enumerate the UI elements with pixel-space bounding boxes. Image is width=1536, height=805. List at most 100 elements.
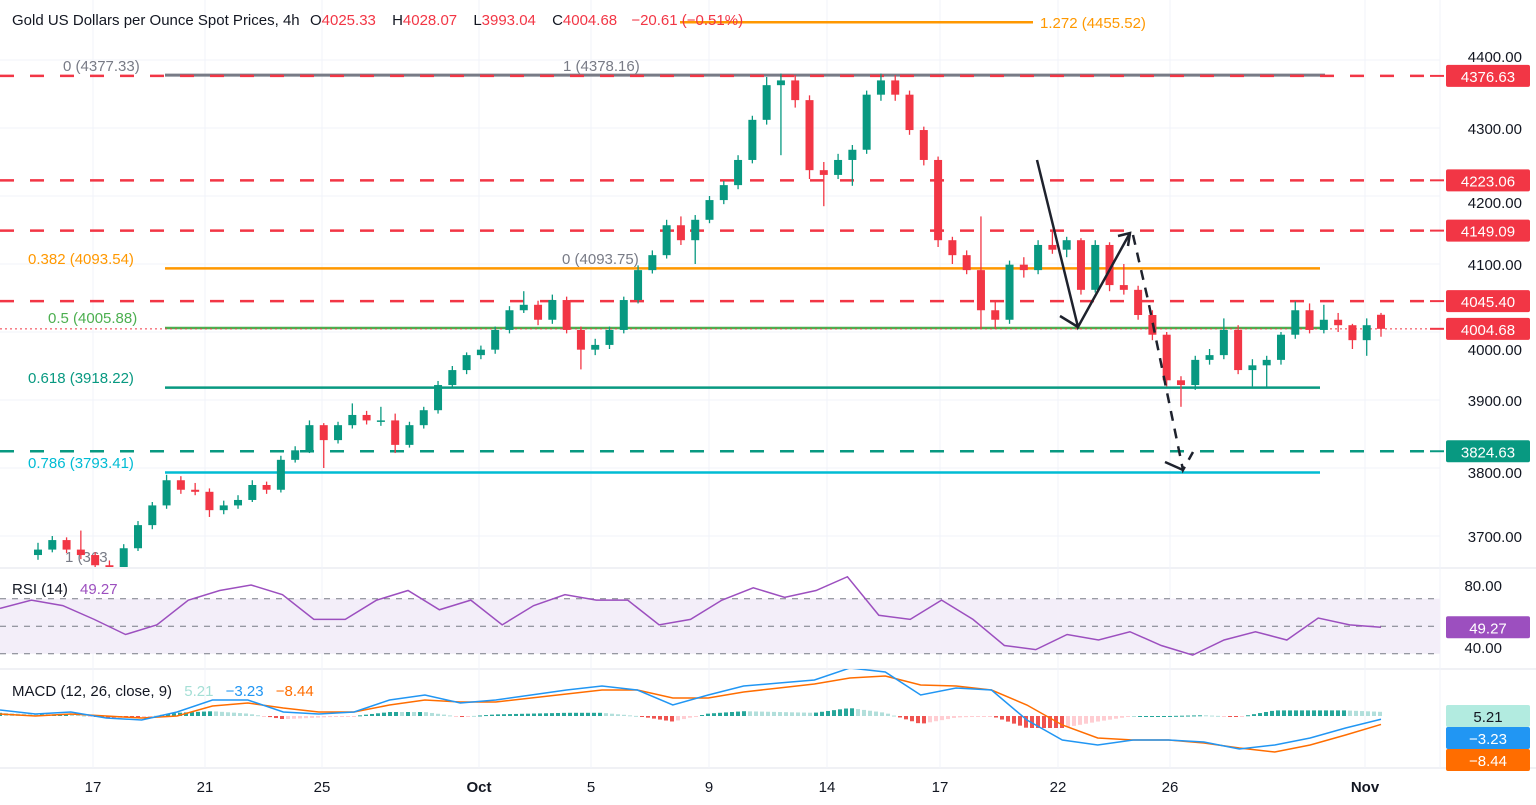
macd-histogram-bar <box>328 716 332 718</box>
candle <box>576 326 585 370</box>
macd-histogram-bar <box>676 716 680 721</box>
macd-histogram-bar <box>310 716 314 718</box>
candle-body <box>405 425 414 445</box>
macd-histogram-bar <box>388 712 392 716</box>
candle <box>348 403 357 429</box>
macd-histogram-bar <box>1210 715 1214 717</box>
macd-histogram-bar <box>646 716 650 718</box>
candle <box>148 502 157 530</box>
macd-histogram-bar <box>844 708 848 716</box>
candle <box>362 410 371 425</box>
macd-histogram-bar <box>1138 716 1142 717</box>
macd-histogram-bar <box>226 712 230 716</box>
macd-histogram-bar <box>454 716 458 717</box>
candle <box>991 301 1000 329</box>
candle <box>491 326 500 354</box>
macd-histogram-bar <box>1282 710 1286 716</box>
price-badge-label: 4149.09 <box>1461 224 1515 241</box>
rsi-line <box>0 575 1382 656</box>
macd-histogram-bar <box>796 712 800 716</box>
candle-body <box>419 410 428 426</box>
macd-histogram-bar <box>394 712 398 716</box>
candle <box>1076 238 1085 295</box>
price-badge-label: 4004.68 <box>1461 322 1515 339</box>
candle <box>1276 332 1285 365</box>
candle <box>1105 242 1114 292</box>
macd-histogram-bar <box>1204 715 1208 717</box>
candle-body <box>119 548 128 567</box>
candle <box>762 77 771 125</box>
candle-body <box>1091 244 1100 290</box>
candle-body <box>1019 264 1028 271</box>
macd-histogram-bar <box>610 713 614 716</box>
candle-body <box>991 310 1000 320</box>
price-badge: 3824.63 <box>1430 440 1530 463</box>
change-value: −20.61 (−0.51%) <box>631 12 744 29</box>
macd-histogram-bar <box>1018 716 1022 726</box>
macd-histogram-bar <box>964 716 968 718</box>
rsi-value: 49.27 <box>80 581 118 598</box>
candle-body <box>962 255 971 271</box>
macd-histogram-bar <box>544 713 548 716</box>
macd-histogram-bar <box>1186 715 1190 717</box>
candle-body <box>334 425 343 441</box>
macd-histogram-bar <box>1180 715 1184 717</box>
macd-histogram-bar <box>1096 716 1100 722</box>
macd-histogram-bar <box>598 712 602 716</box>
macd-histogram-bar <box>664 716 668 721</box>
candle-body <box>662 225 671 256</box>
macd-histogram-bar <box>658 716 662 720</box>
macd-histogram-bar <box>1036 716 1040 728</box>
macd-histogram-bar <box>436 713 440 716</box>
macd-legend[interactable]: MACD (12, 26, close, 9) 5.21 −3.23 −8.44 <box>12 683 322 700</box>
candle <box>905 90 914 135</box>
macd-histogram-bar <box>1126 716 1130 717</box>
candle <box>1362 318 1371 356</box>
macd-histogram-bar <box>502 714 506 716</box>
macd-histogram-bar <box>748 711 752 716</box>
candle-body <box>176 480 185 490</box>
candle <box>748 115 757 164</box>
macd-histogram-bar <box>640 716 644 717</box>
macd-histogram-bar <box>682 716 686 720</box>
x-tick-label: 17 <box>932 779 949 796</box>
candle-body <box>1134 289 1143 315</box>
macd-histogram-bar <box>220 711 224 716</box>
macd-histogram-bar <box>1264 711 1268 716</box>
candle-body <box>391 420 400 445</box>
candle <box>676 216 685 245</box>
candle <box>791 74 800 108</box>
macd-histogram-bar <box>700 715 704 717</box>
candle <box>34 542 42 560</box>
candle-body <box>734 159 743 186</box>
macd-histogram-bar <box>1006 716 1010 722</box>
macd-histogram-bar <box>712 713 716 716</box>
macd-histogram-bar <box>382 712 386 716</box>
price-badge-bg <box>1446 64 1530 87</box>
candle-body <box>1062 240 1071 250</box>
rsi-badge-label: 49.27 <box>1469 620 1507 637</box>
price-tick-label: 4200.00 <box>1468 195 1522 212</box>
macd-histogram-bar <box>1306 710 1310 716</box>
macd-histogram-bar <box>1216 715 1220 717</box>
macd-histogram-bar <box>424 712 428 716</box>
macd-histogram-bar <box>754 711 758 716</box>
candle-body <box>276 459 285 490</box>
macd-histogram-bar <box>778 712 782 716</box>
macd-histogram-bar <box>946 716 950 720</box>
candle <box>434 380 443 414</box>
candle-body <box>1048 244 1057 250</box>
candle <box>605 326 614 349</box>
candle-body <box>62 540 71 550</box>
macd-histogram-bar <box>1174 715 1178 717</box>
candle-body <box>1005 264 1014 320</box>
price-tick-label: 3800.00 <box>1468 465 1522 482</box>
rsi-legend[interactable]: RSI (14) 49.27 <box>12 581 126 598</box>
macd-histogram-bar <box>274 716 278 719</box>
candle-body <box>834 159 843 175</box>
candle-body <box>948 240 957 256</box>
candle <box>862 90 871 154</box>
macd-histogram-bar <box>790 712 794 716</box>
macd-histogram-bar <box>1270 710 1274 716</box>
